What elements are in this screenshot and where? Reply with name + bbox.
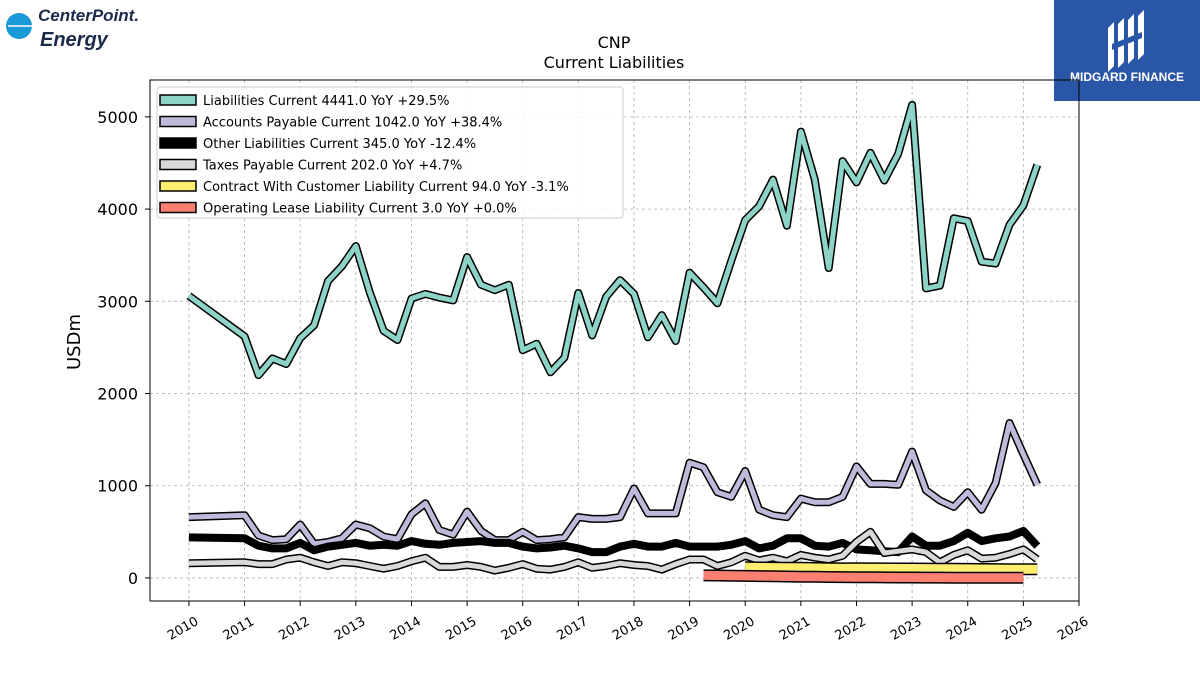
- x-tick-label: 2018: [610, 614, 646, 644]
- x-tick-label: 2010: [165, 614, 201, 644]
- y-tick-label: 5000: [97, 108, 138, 127]
- series-line-outline: [188, 419, 1041, 548]
- legend-entry: Other Liabilities Current 345.0 YoY -12.…: [159, 137, 476, 152]
- y-tick-label: 1000: [97, 477, 138, 496]
- x-tick-label: 2014: [388, 614, 424, 644]
- y-tick-label: 4000: [97, 200, 138, 219]
- legend-label: Contract With Customer Liability Current…: [203, 180, 569, 195]
- series-line: [187, 102, 1040, 378]
- series-4: [188, 527, 1040, 575]
- legend-label: Taxes Payable Current 202.0 YoY +4.7%: [202, 159, 462, 174]
- chart-title: CNP: [598, 33, 631, 52]
- legend-entry: Contract With Customer Liability Current…: [159, 180, 569, 195]
- legend-swatch: [159, 201, 197, 214]
- series-1: [186, 100, 1042, 380]
- y-tick-label: 2000: [97, 385, 138, 404]
- x-tick-label: 2025: [1000, 614, 1036, 644]
- legend-swatch: [159, 180, 197, 192]
- legend-box: [156, 86, 624, 219]
- x-tick-label: 2013: [332, 614, 368, 644]
- series-line: [188, 420, 1040, 547]
- legend-swatch: [159, 94, 197, 106]
- x-tick-label: 2024: [944, 614, 980, 644]
- legend-label: Liabilities Current 4441.0 YoY +29.5%: [203, 94, 450, 109]
- series-line: [745, 562, 1038, 574]
- right-logo-text: MIDGARD FINANCE: [1070, 70, 1184, 84]
- series-line: [703, 570, 1024, 583]
- legend-label: Accounts Payable Current 1042.0 YoY +38.…: [203, 116, 502, 131]
- x-tick-label: 2012: [276, 614, 312, 644]
- legend-label: Other Liabilities Current 345.0 YoY -12.…: [203, 137, 476, 152]
- y-tick-label: 0: [128, 569, 138, 588]
- legend-entry: Liabilities Current 4441.0 YoY +29.5%: [159, 94, 450, 109]
- x-tick-label: 2020: [721, 614, 757, 644]
- legend-label: Operating Lease Liability Current 3.0 Yo…: [203, 202, 517, 217]
- series-line: [188, 529, 1039, 574]
- legend-entry: Operating Lease Liability Current 3.0 Yo…: [159, 201, 517, 217]
- logo-line2: Energy: [40, 29, 109, 51]
- x-tick-label: 2023: [888, 614, 924, 644]
- legend-entry: Accounts Payable Current 1042.0 YoY +38.…: [159, 115, 502, 131]
- plot-frame: [149, 79, 1080, 602]
- x-tick-label: 2016: [499, 614, 535, 644]
- x-tick-label: 2021: [777, 614, 813, 644]
- series-lines: [186, 100, 1042, 584]
- chart-subtitle: Current Liabilities: [544, 53, 685, 72]
- x-tick-label: 2026: [1055, 614, 1091, 644]
- x-tick-label: 2017: [555, 614, 591, 644]
- y-axis-label: USDm: [64, 314, 85, 370]
- logo-line1: CenterPoint.: [38, 6, 139, 25]
- legend-swatch: [159, 137, 197, 149]
- midgard-mark-icon: MIDGARD FINANCE: [1070, 10, 1184, 84]
- x-tick-label: 2011: [221, 614, 257, 644]
- series-2: [188, 419, 1041, 548]
- legend-entry: Taxes Payable Current 202.0 YoY +4.7%: [159, 158, 462, 174]
- series-6: [703, 569, 1024, 584]
- y-tick-label: 3000: [97, 292, 138, 311]
- legend: Liabilities Current 4441.0 YoY +29.5% Acc…: [156, 86, 624, 219]
- legend-swatch: [159, 158, 197, 171]
- midgard-finance-logo: MIDGARD FINANCE: [1054, 0, 1200, 101]
- series-5: [745, 561, 1038, 576]
- x-tick-label: 2022: [833, 614, 869, 644]
- x-tick-label: 2019: [666, 614, 702, 644]
- centerpoint-energy-logo: CenterPoint. Energy: [6, 6, 139, 51]
- x-tick-label: 2015: [443, 614, 479, 644]
- legend-swatch: [159, 115, 197, 128]
